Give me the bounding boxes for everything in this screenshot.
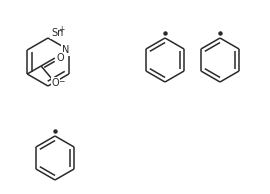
Text: O: O [56, 53, 64, 63]
Text: +: + [58, 24, 64, 34]
Text: O: O [52, 78, 59, 88]
Text: Sn: Sn [51, 28, 63, 38]
Text: N: N [62, 45, 69, 55]
Text: −: − [58, 77, 65, 86]
